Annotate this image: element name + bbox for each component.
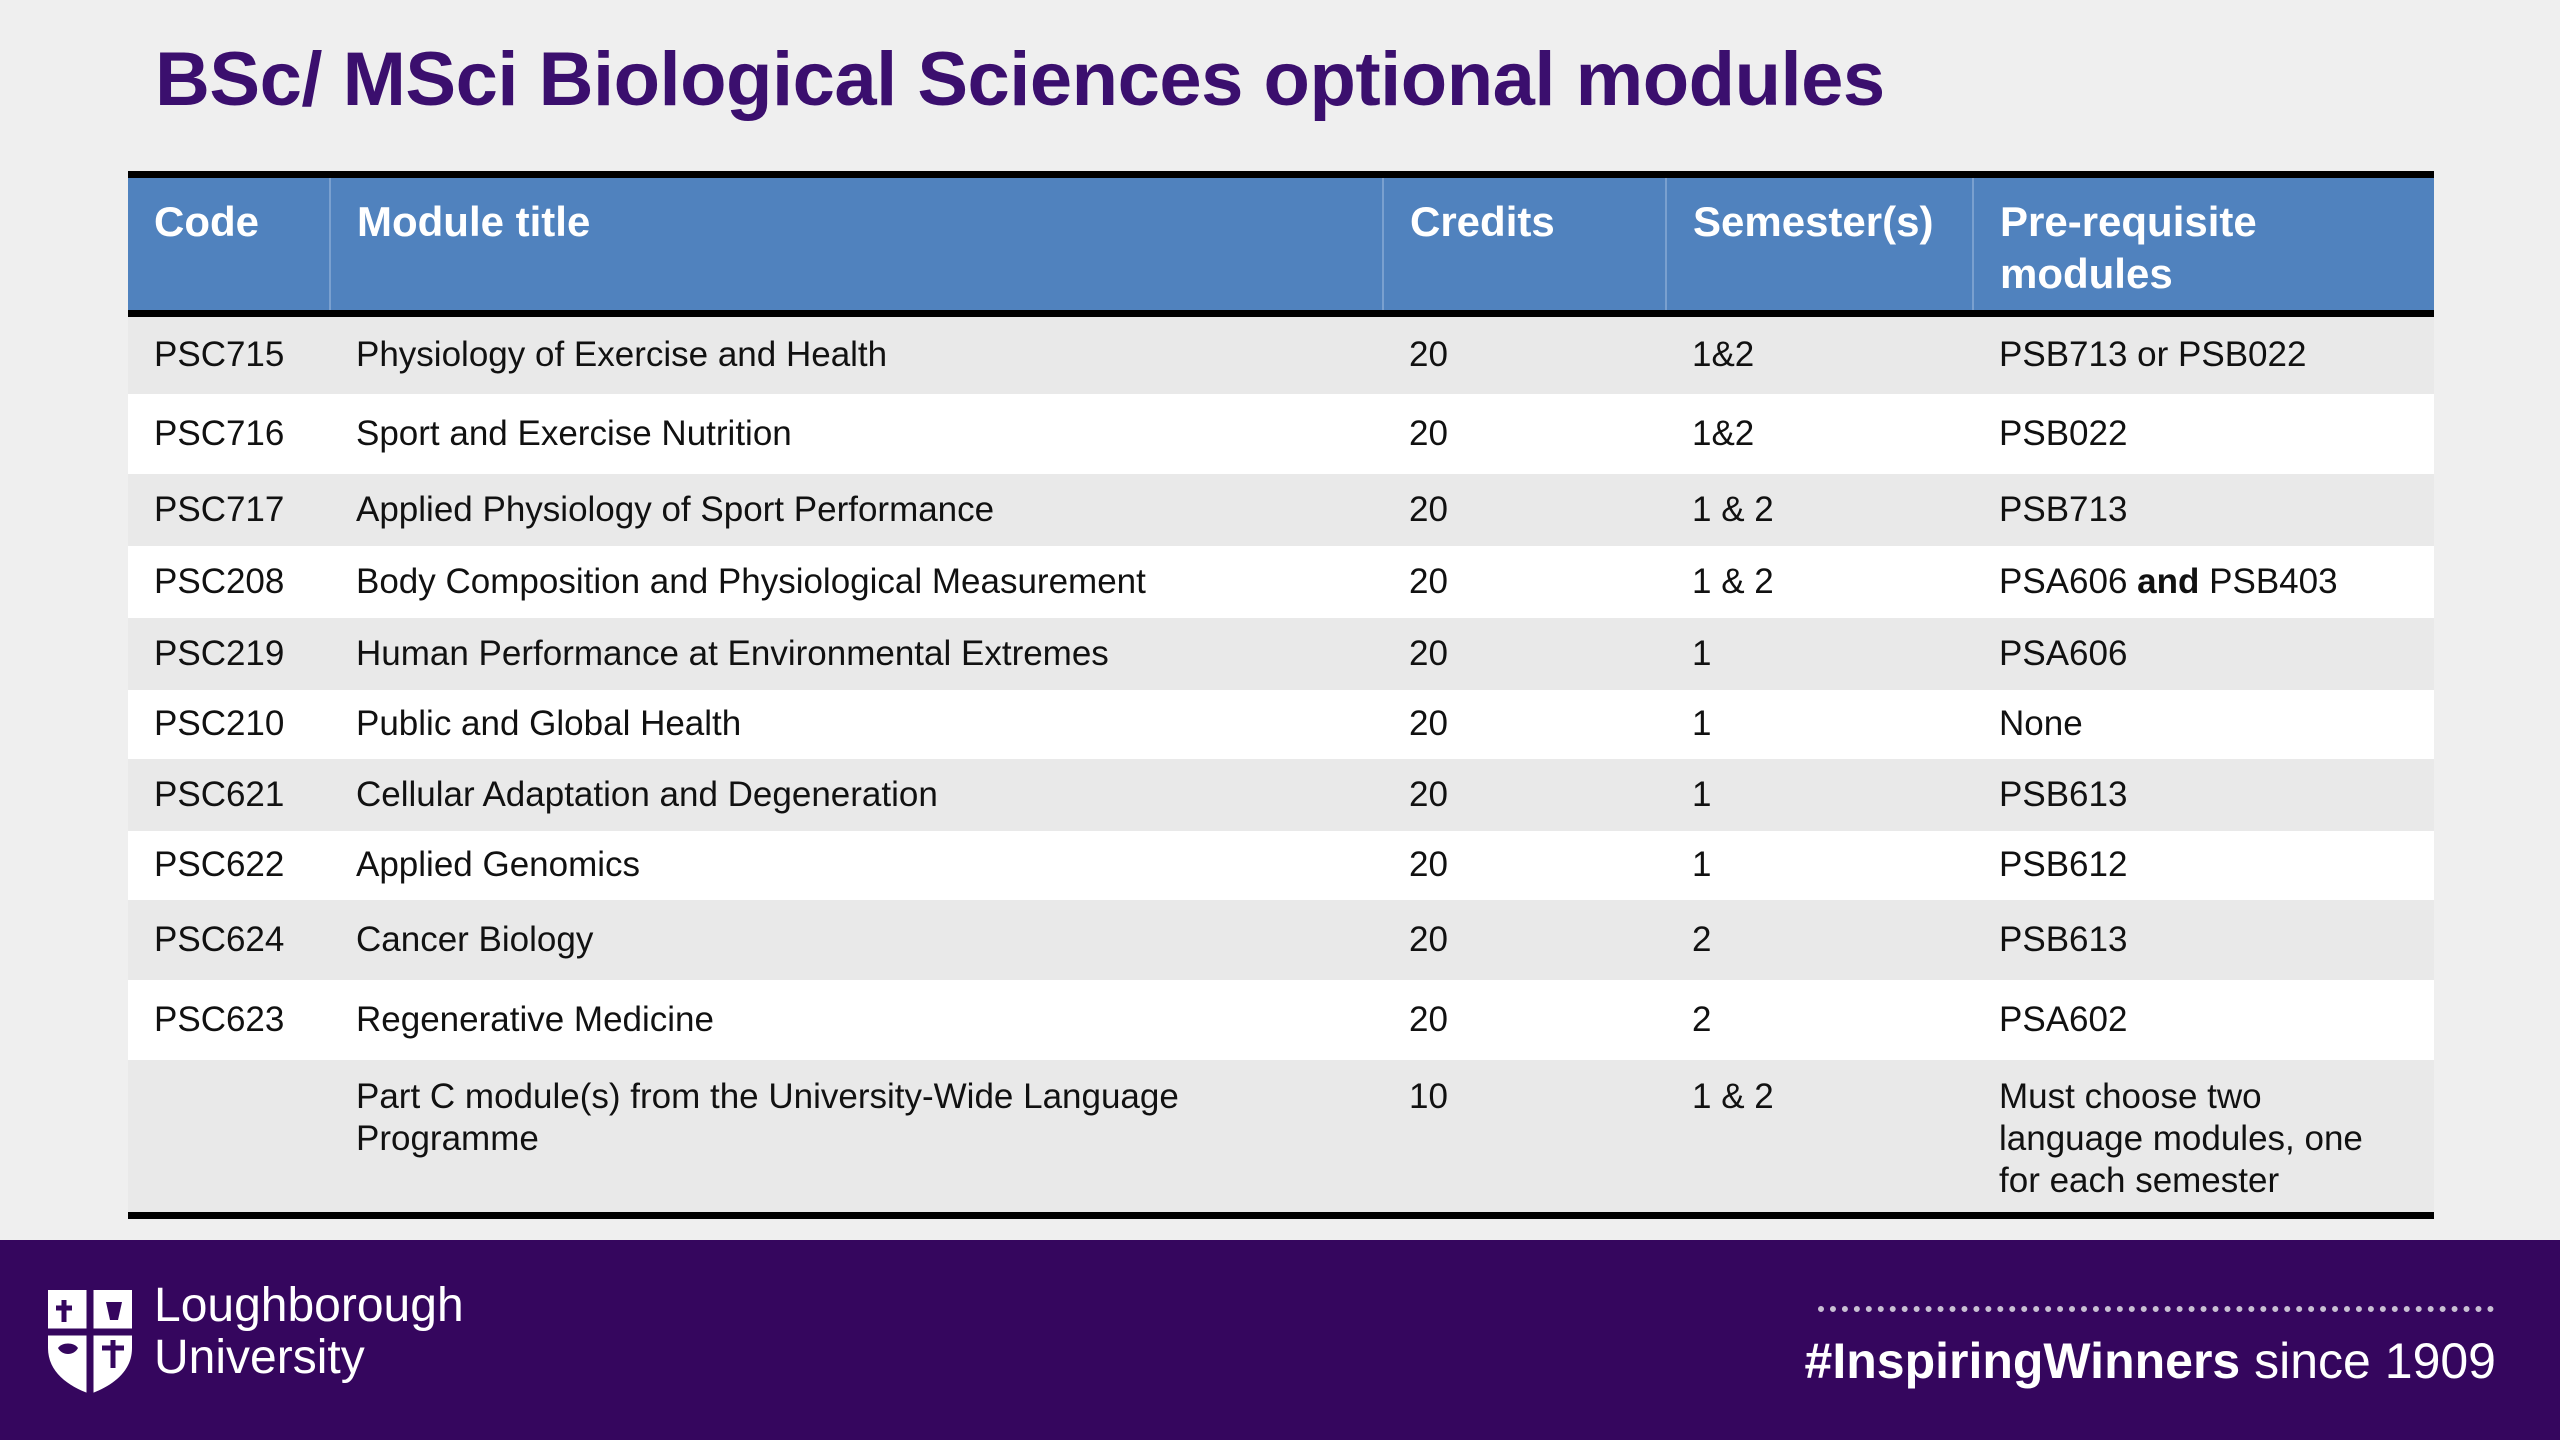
cell-code: PSC219 <box>154 633 285 673</box>
cell-semesters: 2 <box>1692 919 1712 959</box>
cell-title: Physiology of Exercise and Health <box>356 335 888 375</box>
table-row: Part C module(s) from the University-Wid… <box>128 1059 2434 1216</box>
cell-credits: 20 <box>1409 774 1448 814</box>
prereq-join: and <box>2137 561 2200 601</box>
cell-semesters: 1&2 <box>1692 413 1755 453</box>
cell-semesters: 1 <box>1692 845 1712 884</box>
cell-semesters: 1&2 <box>1692 335 1755 375</box>
cell-credits: 20 <box>1409 489 1448 529</box>
cell-prereq: PSB613 <box>1999 774 2128 814</box>
tagline: #InspiringWinners since 1909 <box>1805 1332 2496 1390</box>
cell-code <box>128 1060 330 1216</box>
table-row: PSC219 Human Performance at Environmenta… <box>128 617 2434 690</box>
cell-semesters: 1 & 2 <box>1692 489 1774 529</box>
cell-semesters: 1 <box>1692 704 1712 743</box>
cell-prereq: PSA606 <box>1999 633 2128 673</box>
cell-credits: 20 <box>1409 845 1448 884</box>
table-row: PSC717 Applied Physiology of Sport Perfo… <box>128 473 2434 546</box>
cell-prereq: PSA606 and PSB403 <box>1973 546 2434 618</box>
cell-code: PSC717 <box>154 489 285 529</box>
cell-credits: 20 <box>1409 413 1448 453</box>
table-row: PSC210 Public and Global Health 20 1 Non… <box>128 689 2434 759</box>
cell-semesters: 1 <box>1692 774 1712 814</box>
cell-code: PSC210 <box>154 704 285 743</box>
table-row: PSC715 Physiology of Exercise and Health… <box>128 313 2434 394</box>
cell-title: Applied Genomics <box>356 845 641 884</box>
cell-title: Part C module(s) from the University-Wid… <box>356 1076 1179 1158</box>
cell-title: Regenerative Medicine <box>356 999 714 1039</box>
table-header-row: Code Module title Credits Semester(s) Pr… <box>128 174 2434 314</box>
table-row: PSC621 Cellular Adaptation and Degenerat… <box>128 758 2434 831</box>
header-prerequisites: Pre-requisite modules <box>2000 198 2257 297</box>
cell-prereq: PSA602 <box>1999 999 2128 1039</box>
cell-credits: 20 <box>1409 335 1448 375</box>
cell-title: Public and Global Health <box>356 704 742 743</box>
cell-prereq: PSB713 or PSB022 <box>1999 335 2307 375</box>
cell-title: Cancer Biology <box>356 919 594 959</box>
prereq-part-b: PSB403 <box>2209 561 2338 601</box>
cell-code: PSC208 <box>154 561 285 601</box>
cell-semesters: 2 <box>1692 999 1712 1039</box>
cell-prereq: PSB713 <box>1999 489 2128 529</box>
header-semesters: Semester(s) <box>1666 174 1974 314</box>
cell-code: PSC622 <box>154 845 285 884</box>
since-year: since 1909 <box>2254 1333 2496 1389</box>
cell-prereq: PSB613 <box>1999 919 2128 959</box>
cell-semesters: 1 & 2 <box>1692 1076 1774 1116</box>
table-row: PSC208 Body Composition and Physiologica… <box>128 545 2434 618</box>
cell-credits: 20 <box>1409 633 1448 673</box>
cell-prereq: None <box>1999 704 2083 743</box>
table-row: PSC622 Applied Genomics 20 1 PSB612 <box>128 830 2434 900</box>
cell-code: PSC716 <box>154 413 285 453</box>
cell-prereq: PSB022 <box>1999 413 2128 453</box>
cell-prereq: Must choose two language modules, one fo… <box>1999 1076 2363 1200</box>
cell-title: Cellular Adaptation and Degeneration <box>356 774 938 814</box>
cell-credits: 20 <box>1409 704 1448 743</box>
table-row: PSC624 Cancer Biology 20 2 PSB613 <box>128 899 2434 980</box>
modules-table: Code Module title Credits Semester(s) Pr… <box>128 171 2434 1219</box>
header-module-title: Module title <box>330 174 1384 314</box>
cell-title: Body Composition and Physiological Measu… <box>356 561 1146 601</box>
page-title: BSc/ MSci Biological Sciences optional m… <box>155 37 1885 122</box>
cell-prereq: PSB612 <box>1999 845 2128 884</box>
dotted-divider <box>1818 1306 2494 1312</box>
university-crest-icon <box>48 1290 132 1394</box>
cell-code: PSC623 <box>154 999 285 1039</box>
header-credits: Credits <box>1383 174 1667 314</box>
cell-title: Human Performance at Environmental Extre… <box>356 633 1109 673</box>
prereq-part-a: PSA606 <box>1999 561 2128 601</box>
cell-credits: 20 <box>1409 561 1448 601</box>
header-code: Code <box>128 174 331 314</box>
university-name-line2: University <box>154 1331 365 1384</box>
university-name-line1: Loughborough <box>154 1279 464 1332</box>
table-row: PSC623 Regenerative Medicine 20 2 PSA602 <box>128 979 2434 1060</box>
cell-title: Sport and Exercise Nutrition <box>356 413 792 453</box>
cell-code: PSC624 <box>154 919 285 959</box>
cell-semesters: 1 <box>1692 633 1712 673</box>
cell-semesters: 1 & 2 <box>1692 561 1774 601</box>
cell-credits: 20 <box>1409 919 1448 959</box>
cell-credits: 10 <box>1409 1076 1448 1116</box>
hashtag: #InspiringWinners <box>1804 1333 2241 1389</box>
university-name: Loughborough University <box>154 1280 464 1384</box>
cell-credits: 20 <box>1409 999 1448 1039</box>
cell-code: PSC715 <box>154 335 285 375</box>
cell-code: PSC621 <box>154 774 285 814</box>
table-row: PSC716 Sport and Exercise Nutrition 20 1… <box>128 393 2434 474</box>
footer-band: Loughborough University #InspiringWinner… <box>0 1240 2560 1440</box>
cell-title: Applied Physiology of Sport Performance <box>356 489 995 529</box>
